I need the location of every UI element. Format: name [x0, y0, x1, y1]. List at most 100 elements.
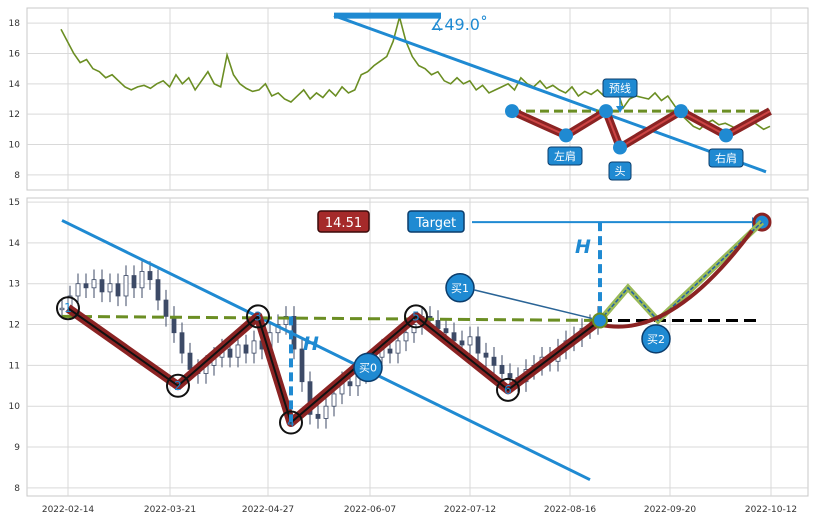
target-badge-text: Target — [415, 216, 456, 231]
target-curve-arrow — [599, 229, 754, 329]
candle-body — [443, 328, 449, 334]
candle-body — [475, 336, 481, 354]
top-y-tick-label: 16 — [9, 50, 21, 60]
forecast-line-badge: 预线 — [602, 78, 638, 98]
candle-body — [459, 340, 465, 346]
x-tick-label: 2022-04-27 — [242, 505, 294, 515]
candle-body — [491, 356, 497, 366]
top-pivot-marker — [613, 140, 627, 155]
bottom-y-tick-label: 9 — [14, 443, 20, 453]
pivot-label: 6 — [504, 383, 512, 397]
right-shoulder-badge: 右肩 — [708, 148, 744, 168]
buy-marker — [641, 324, 671, 354]
candle-body — [387, 348, 393, 354]
candle-body — [147, 271, 153, 281]
candle-body — [99, 279, 105, 293]
candle-body — [59, 307, 65, 311]
candle-body — [155, 279, 161, 301]
bottom-y-tick-label: 12 — [9, 321, 20, 331]
candle-body — [307, 381, 313, 415]
top-trend-line — [333, 14, 767, 174]
top-pivot-marker — [559, 128, 573, 143]
top-panel-frame — [26, 7, 809, 191]
forecast-arrowhead-icon — [616, 106, 624, 113]
candle-body — [507, 373, 513, 379]
right-shoulder-label: 右肩 — [715, 151, 737, 165]
candle-body — [395, 340, 401, 354]
candle-body — [187, 352, 193, 370]
candle-body — [243, 344, 249, 354]
top-y-tick-label: 14 — [9, 80, 21, 90]
candle-body — [107, 283, 113, 293]
pivot-label: 5 — [412, 309, 420, 323]
price-badge: 14.51 — [317, 210, 370, 233]
candle-body — [347, 381, 353, 387]
top-y-tick-label: 10 — [9, 141, 21, 151]
pivot-label: 3 — [254, 309, 262, 323]
buy-marker — [445, 273, 475, 303]
top-pivot-marker — [599, 104, 613, 119]
buy-label: 买2 — [647, 333, 665, 346]
candle-body — [299, 348, 305, 383]
buy-label: 买1 — [451, 282, 469, 295]
pivot-label: 2 — [174, 379, 182, 393]
top-pivot-marker — [505, 104, 519, 119]
top-pivot-marker — [719, 128, 733, 143]
left-shoulder-label: 左肩 — [554, 149, 576, 163]
projection-path — [599, 221, 763, 322]
bottom-y-tick-label: 14 — [9, 239, 21, 249]
top-y-tick-label: 12 — [9, 110, 20, 120]
pivot-circle — [56, 296, 80, 321]
pivot-label: 1 — [64, 301, 72, 315]
x-tick-label: 2022-03-21 — [144, 505, 196, 515]
bottom-y-tick-label: 13 — [9, 280, 20, 290]
left-shoulder-badge: 左肩 — [547, 146, 583, 166]
pivot-circle — [279, 410, 303, 435]
bottom-trend-line — [61, 219, 591, 482]
breakout-marker — [592, 312, 608, 329]
candle-body — [483, 352, 489, 358]
target-badge: Target — [407, 210, 465, 233]
height-label-left: H — [303, 333, 319, 355]
candle-body — [131, 275, 137, 289]
candle-body — [91, 279, 97, 289]
bottom-plot: 123456买0买1买2 — [56, 212, 772, 482]
candle-body — [75, 283, 81, 297]
candle-body — [315, 413, 321, 419]
head-badge: 头 — [608, 161, 632, 181]
top-plot — [60, 12, 772, 174]
top-y-tick-label: 18 — [9, 19, 21, 29]
buy1-pointer — [473, 289, 593, 320]
angle-label: ∡49.0˚ — [430, 15, 488, 34]
x-tick-label: 2022-10-12 — [745, 505, 797, 515]
candle-body — [451, 332, 457, 342]
candle-body — [331, 393, 337, 407]
candle-body — [83, 283, 89, 289]
bottom-panel-frame — [26, 197, 809, 497]
candle-body — [115, 283, 121, 297]
x-tick-label: 2022-08-16 — [544, 505, 597, 515]
pivot-circle — [404, 304, 428, 329]
candle-body — [403, 332, 409, 342]
candle-body — [467, 336, 473, 346]
candle-body — [251, 340, 257, 354]
x-tick-label: 2022-07-12 — [444, 505, 496, 515]
head-label: 头 — [615, 165, 626, 178]
bottom-y-tick-label: 8 — [14, 484, 20, 494]
candle-body — [123, 275, 129, 297]
buy-label: 买0 — [359, 361, 377, 374]
top-y-tick-label: 8 — [14, 171, 20, 181]
top-pivot-marker — [674, 104, 688, 119]
forecast-line-label: 预线 — [609, 81, 631, 95]
pivot-circle — [496, 377, 520, 402]
x-tick-label: 2022-02-14 — [42, 505, 95, 515]
pivot-circle — [166, 373, 190, 398]
candle-body — [283, 315, 289, 325]
price-badge-text: 14.51 — [325, 216, 362, 231]
bottom-y-tick-label: 11 — [9, 361, 20, 371]
candle-body — [179, 332, 185, 354]
bottom-y-tick-label: 10 — [9, 402, 21, 412]
candle-body — [171, 315, 177, 334]
